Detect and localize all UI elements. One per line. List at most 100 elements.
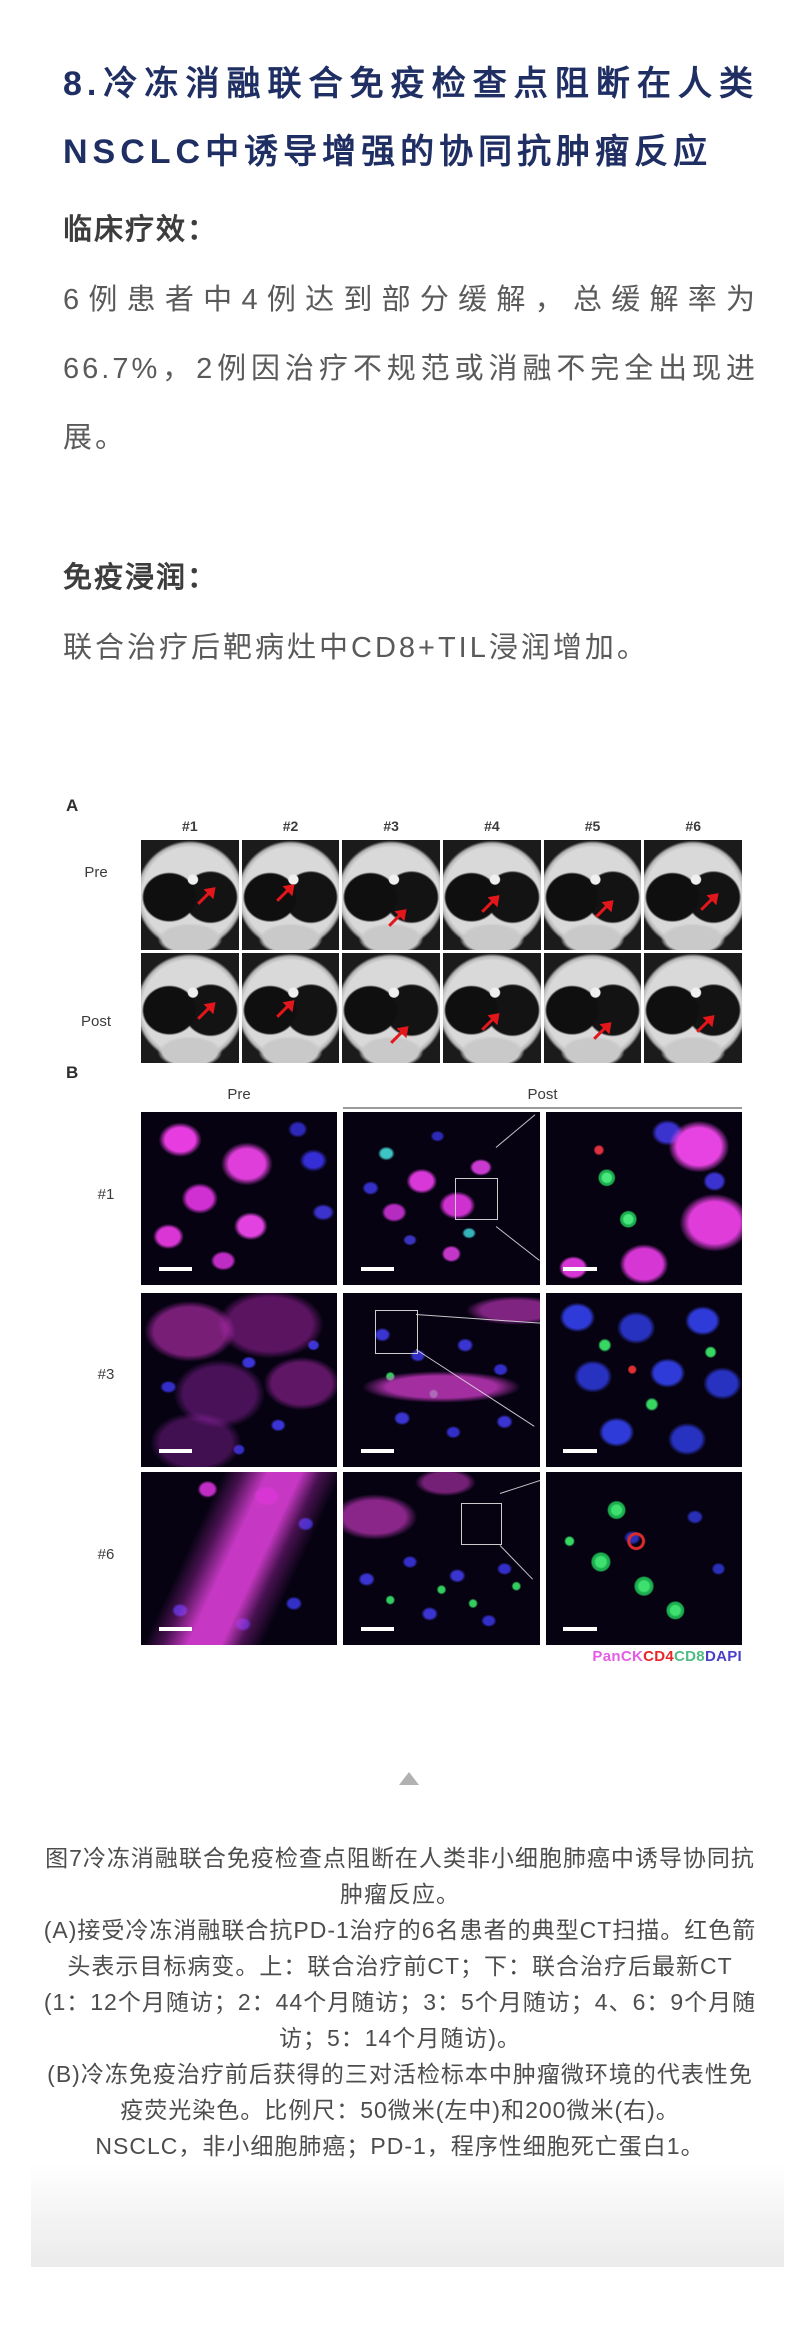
caption-line: 头表示目标病变。上：联合治疗前CT；下：联合治疗后最新CT: [67, 1953, 733, 1979]
legend-dapi: DAPI: [704, 1648, 742, 1665]
ct-scan: [443, 953, 541, 1063]
figure-caption: 图7冷冻消融联合免疫检查点阻断在人类非小细胞肺癌中诱导协同抗 肿瘤反应。 (A)…: [40, 1840, 760, 2164]
if-image-post-1: [343, 1112, 540, 1285]
ct-scan: [443, 840, 541, 950]
ct-scan-row-post: [141, 953, 743, 1063]
red-arrow-icon: [481, 1017, 494, 1031]
section-heading-clinical-efficacy: 临床疗效：: [63, 214, 219, 246]
ct-column-label: #6: [685, 818, 701, 834]
body-line: 联合治疗后靶病灶中CD8+TIL浸润增加。: [63, 632, 649, 664]
panel-b-row-label-1: #1: [97, 1186, 115, 1203]
red-arrow-icon: [696, 1020, 709, 1033]
caption-line: (1：12个月随访；2：44个月随访；3：5个月随访；4、6：9个月随: [43, 1989, 757, 2015]
ct-column-label: #2: [282, 818, 299, 834]
panel-b-label: B: [66, 1063, 79, 1082]
red-arrow-icon: [388, 913, 401, 927]
zoom-inset-box: [461, 1503, 503, 1545]
scale-bar: [360, 1267, 395, 1272]
red-arrow-icon: [481, 900, 494, 914]
red-arrow-icon: [700, 898, 713, 912]
if-image-row-6: [141, 1472, 742, 1645]
scale-bar: [360, 1449, 395, 1454]
if-image-post-zoom-3: [545, 1293, 742, 1467]
stain-legend: PanCKCD4CD8DAPI: [592, 1648, 742, 1665]
if-image-post-zoom-6: [545, 1472, 742, 1645]
ct-scan-row-pre: [141, 840, 743, 950]
body-line: 6例患者中4例达到部分缓解，总缓解率为: [63, 284, 758, 316]
red-arrow-icon: [196, 1006, 210, 1020]
if-image-pre-6: [141, 1472, 338, 1645]
page-title-line2: NSCLC中诱导增强的协同抗肿瘤反应: [63, 133, 713, 171]
legend-cd4: CD4: [643, 1648, 675, 1665]
scale-bar: [563, 1449, 597, 1454]
panel-b-row-label-6: #6: [97, 1546, 115, 1563]
if-image-pre-1: [141, 1112, 338, 1285]
red-arrow-icon: [390, 1031, 403, 1044]
zoom-connector-line: [415, 1313, 540, 1324]
scale-bar: [360, 1627, 395, 1632]
caption-line: (A)接受冷冻消融联合抗PD-1治疗的6名患者的典型CT扫描。红色箭: [43, 1917, 757, 1943]
ct-scan: [543, 953, 642, 1063]
ct-scan: [241, 953, 340, 1063]
post-header-underline: [343, 1107, 742, 1109]
caption-line: 疫荧光染色。比例尺：50微米(左中)和200微米(右)。: [120, 2097, 680, 2123]
scale-bar: [158, 1627, 193, 1632]
red-arrow-icon: [593, 1026, 607, 1040]
zoom-inset-box: [455, 1177, 499, 1220]
red-arrow-icon: [196, 891, 210, 905]
ct-scan: [141, 953, 239, 1063]
ct-scan: [241, 840, 340, 950]
page-title-line1: 8.冷冻消融联合免疫检查点阻断在人类: [63, 65, 758, 103]
panel-b-header-post: Post: [527, 1086, 558, 1103]
body-line: 66.7%，2例因治疗不规范或消融不完全出现进: [63, 353, 758, 385]
if-image-row-3: [141, 1293, 742, 1467]
panel-a-label: A: [66, 796, 79, 815]
ct-column-label: #5: [584, 818, 601, 834]
body-line: 展。: [63, 422, 128, 454]
scale-bar: [563, 1267, 597, 1272]
ct-column-label: #1: [182, 818, 198, 834]
ct-scan: [342, 953, 441, 1063]
ct-scan: [543, 840, 642, 950]
caption-line: 访；5：14个月随访)。: [278, 2025, 522, 2051]
legend-cd8: CD8: [674, 1648, 705, 1665]
ct-scan: [141, 840, 239, 950]
caption-line: 图7冷冻消融联合免疫检查点阻断在人类非小细胞肺癌中诱导协同抗: [45, 1845, 755, 1871]
panel-a-row-label-post: Post: [80, 1013, 111, 1030]
zoom-connector-line: [500, 1479, 540, 1494]
collapse-triangle-icon[interactable]: [399, 1772, 419, 1785]
section-heading-immune-infiltration: 免疫浸润：: [63, 562, 219, 594]
panel-a-row-label-pre: Pre: [84, 864, 108, 881]
zoom-connector-line: [415, 1348, 535, 1427]
panel-b-row-label-3: #3: [97, 1366, 115, 1383]
page-title: 8.冷冻消融联合免疫检查点阻断在人类 NSCLC中诱导增强的协同抗肿瘤反应: [63, 50, 758, 186]
zoom-connector-line: [496, 1226, 540, 1262]
scale-bar: [158, 1449, 193, 1454]
section-body-clinical-efficacy: 6例患者中4例达到部分缓解，总缓解率为 66.7%，2例因治疗不规范或消融不完全…: [63, 266, 758, 473]
if-image-post-zoom-1: [545, 1112, 742, 1285]
ct-scan: [342, 840, 441, 950]
caption-line: 肿瘤反应。: [340, 1881, 460, 1907]
ct-column-label: #3: [383, 818, 399, 834]
ct-scan: [644, 953, 743, 1063]
ct-column-label: #4: [484, 818, 500, 834]
red-arrow-icon: [275, 889, 289, 903]
zoom-connector-line: [499, 1544, 534, 1580]
scale-bar: [158, 1267, 193, 1272]
if-image-post-3: [343, 1293, 540, 1467]
legend-panck: PanCK: [592, 1648, 644, 1665]
if-image-post-6: [343, 1472, 540, 1645]
scale-bar: [563, 1627, 597, 1632]
ct-scan: [644, 840, 743, 950]
section-body-immune-infiltration: 联合治疗后靶病灶中CD8+TIL浸润增加。: [63, 614, 758, 683]
zoom-connector-line: [496, 1113, 536, 1148]
zoom-inset-box: [374, 1310, 418, 1355]
caption-line: NSCLC，非小细胞肺癌；PD-1，程序性细胞死亡蛋白1。: [95, 2133, 705, 2159]
panel-b-header-pre: Pre: [227, 1086, 251, 1103]
red-arrow-icon: [595, 904, 609, 918]
red-arrow-icon: [275, 1004, 289, 1018]
panel-a-column-headers: #1 #2 #3 #4 #5 #6: [141, 818, 742, 834]
next-section-shade: [31, 2163, 784, 2267]
if-image-pre-3: [141, 1293, 338, 1467]
